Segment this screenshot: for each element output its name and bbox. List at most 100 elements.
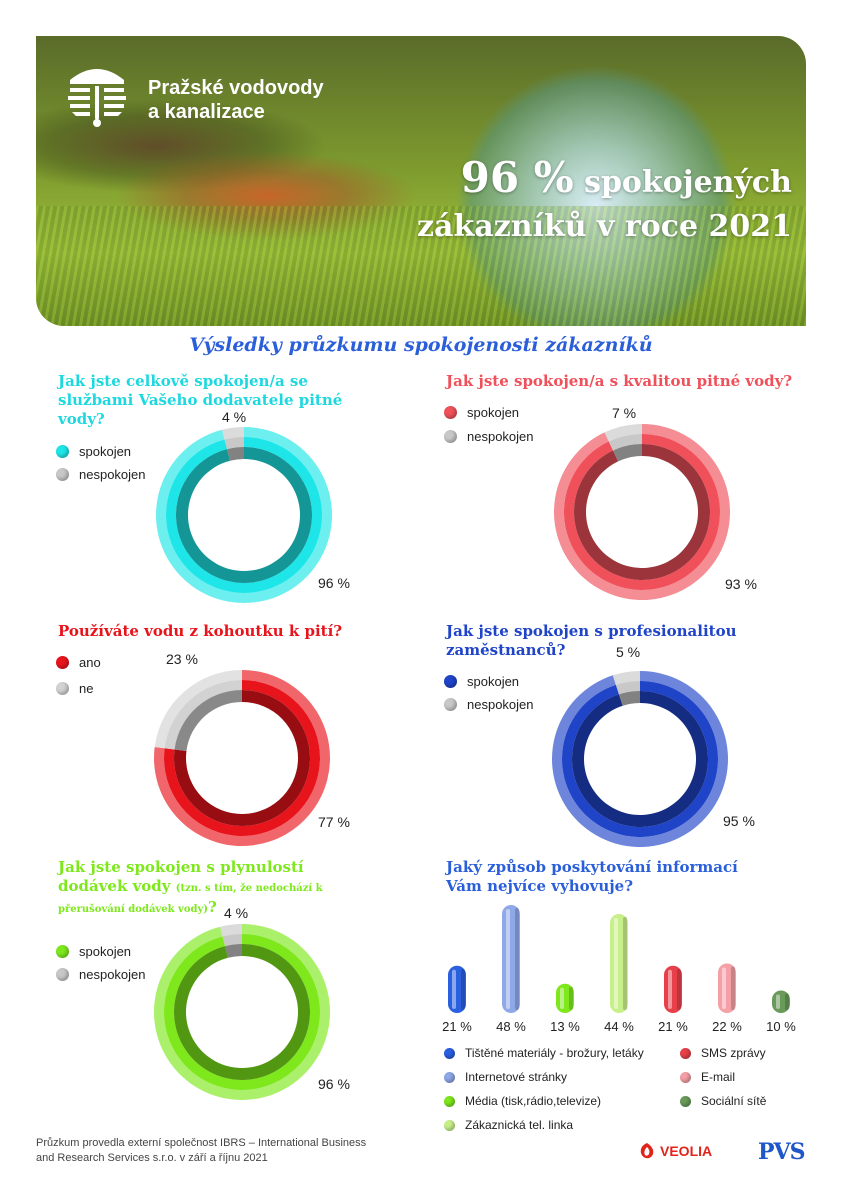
legend-dot-icon [444,1071,455,1083]
legend-label: ano [79,655,101,670]
pvs-logo: PVS [758,1139,805,1165]
question-3-text: Používáte vodu z kohoutku k pití? [58,622,343,640]
legend-q2-dissatisfied: nespokojen [444,429,534,444]
bar-value-label: 48 % [496,1019,526,1034]
legend-dot-icon [56,656,69,669]
legend-q1-dissatisfied: nespokojen [56,467,146,482]
donut-segment-nespokojen-bevel [225,944,242,958]
bar-legend-item: Zákaznická tel. linka [444,1118,573,1132]
bar-shade-6 [785,993,789,1010]
bar-shade-2 [569,986,573,1010]
question-1-title: Jak jste celkově spokojen/a se službami … [58,372,348,429]
donut-segment-nespokojen [608,434,642,451]
bar-shade-0 [461,968,465,1010]
bar-highlight-1 [506,909,510,1009]
bar-legend-item: Tištěné materiály - brožury, letáky [444,1046,644,1060]
donut-segment-spokojen [562,681,718,837]
bar-legend-item: Sociální sítě [680,1094,766,1108]
legend-dot-icon [56,682,69,695]
question-3-title: Používáte vodu z kohoutku k pití? [58,622,358,641]
donut-segment-nespokojen-bevel [604,424,642,442]
legend-q2-satisfied: spokojen [444,405,519,420]
bar-shade-5 [731,966,735,1010]
legend-q1-satisfied: spokojen [56,444,131,459]
legend-dot-icon [56,468,69,481]
donut-chart-q3 [154,670,330,846]
q2-major-pct: 93 % [725,576,757,592]
legend-dot-icon [680,1047,691,1059]
bar-legend-item: Média (tisk,rádio,televize) [444,1094,601,1108]
donut-segment-nespokojen [222,934,242,947]
legend-dot-icon [680,1095,691,1107]
legend-label: spokojen [467,674,520,689]
donut-segment-ne-bevel [154,670,242,749]
question-5-note: (tzn. s tím, že nedochází k přerušování … [58,883,323,915]
veolia-logo-text: VEOLIA [660,1143,713,1159]
legend-dot-icon [56,945,69,958]
bar-4 [664,965,682,1013]
legend-label: nespokojen [79,467,146,482]
bar-value-label: 21 % [442,1019,472,1034]
donut-segment-spokojen-bevel [574,444,710,580]
legend-label: nespokojen [467,697,534,712]
donut-segment-spokojen-bevel [173,944,310,1080]
legend-q5-satisfied: spokojen [56,944,131,959]
legend-q5-dissatisfied: nespokojen [56,967,146,982]
legend-label: spokojen [79,444,132,459]
footer-line1: Průzkum provedla externí společnost IBRS… [36,1137,367,1149]
legend-dot-icon [444,430,457,443]
bar-value-label: 13 % [550,1019,580,1034]
question-5-text: Jak jste spokojen s plynulostí dodávek v… [58,858,304,895]
question-2-title: Jak jste spokojen/a s kvalitou pitné vod… [446,372,806,391]
donut-segment-spokojen-bevel [572,691,708,827]
bar-legend-item: Internetové stránky [444,1070,567,1084]
headline: 96 % spokojených zákazníků v roce 2021 [417,156,792,249]
bar-highlight-4 [668,969,672,1009]
headline-line2: zákazníků v roce 2021 [417,209,792,244]
company-name-line1: Pražské vodovody [148,77,324,99]
question-5-title: Jak jste spokojen s plynulostí dodávek v… [58,858,348,919]
legend-q4-dissatisfied: nespokojen [444,697,534,712]
footer-line2: and Research Services s.r.o. v září a ří… [36,1152,268,1164]
company-name-line2: a kanalizace [148,101,265,123]
q5-major-pct: 96 % [318,1076,350,1092]
legend-dot-icon [680,1071,691,1083]
q3-major-pct: 77 % [318,814,350,830]
headline-percent: 96 % [460,153,574,202]
bar-0 [448,965,466,1013]
bar-legend-label: Média (tisk,rádio,televize) [465,1094,602,1108]
donut-segment-spokojen-bevel [175,447,312,583]
q4-major-pct: 95 % [723,813,755,829]
donut-segment-spokojen [163,934,320,1090]
footer-note: Průzkum provedla externí společnost IBRS… [36,1136,366,1166]
page-subtitle: Výsledky průzkumu spokojenosti zákazníků [189,334,653,356]
legend-dot-icon [444,675,457,688]
legend-dot-icon [444,1095,455,1107]
bar-highlight-2 [560,987,564,1009]
donut-chart-q5 [153,924,330,1100]
bar-5 [718,963,736,1013]
legend-dot-icon [56,445,69,458]
legend-label: nespokojen [79,967,146,982]
bar-shade-4 [677,968,681,1010]
legend-label: nespokojen [467,429,534,444]
question-1-text: Jak jste celkově spokojen/a se službami … [58,372,343,428]
question-6-text: Jaký způsob poskytování informací Vám ne… [446,858,738,895]
bar-legend-label: Zákaznická tel. linka [465,1118,574,1132]
legend-dot-icon [444,1119,455,1131]
bar-legend-label: Sociální sítě [701,1094,767,1108]
legend-label: ne [79,681,94,696]
bar-highlight-0 [452,969,456,1009]
donut-segment-nespokojen-bevel [618,691,640,706]
bar-legend-item: E-mail [680,1070,735,1084]
bar-highlight-6 [776,994,780,1009]
bar-3 [610,914,628,1013]
hero-banner: Pražské vodovody a kanalizace 96 % spoko… [36,36,806,326]
legend-q4-satisfied: spokojen [444,674,519,689]
q2-minor-pct: 7 % [612,405,637,421]
bar-legend-label: Tištěné materiály - brožury, letáky [465,1046,644,1060]
q4-minor-pct: 5 % [616,644,641,660]
legend-label: spokojen [467,405,520,420]
legend-dot-icon [444,406,457,419]
legend-dot-icon [444,1047,455,1059]
